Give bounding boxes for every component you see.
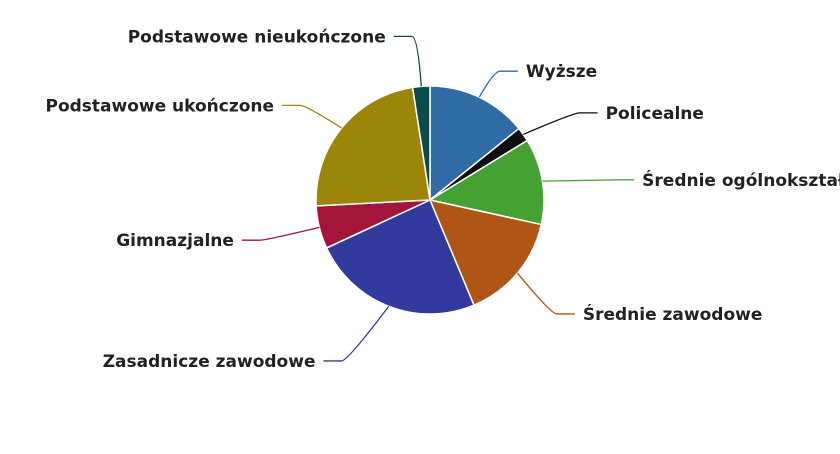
pie-slice[interactable] xyxy=(315,86,431,207)
leader-line xyxy=(241,226,320,241)
leader-line xyxy=(516,272,575,315)
leader-line xyxy=(323,305,390,362)
slice-label: Średnie zawodowe xyxy=(583,303,763,325)
leader-line xyxy=(522,112,598,136)
slice-label: Podstawowe nieukończone xyxy=(128,27,386,47)
leader-line xyxy=(393,35,422,87)
slice-label: Podstawowe ukończone xyxy=(45,96,274,116)
leader-lines-group xyxy=(241,35,635,362)
leader-line xyxy=(478,70,518,98)
slice-label: Gimnazjalne xyxy=(116,231,234,251)
pie-slice[interactable] xyxy=(325,198,475,315)
slice-label: Wyższe xyxy=(526,62,597,82)
slices-group xyxy=(315,85,545,315)
leader-line xyxy=(542,179,635,182)
labels-group: Wyższe Policealne Średnie ogólnokształcące… xyxy=(45,27,840,372)
slice-label: Policealne xyxy=(606,104,704,124)
slice-label: Zasadnicze zawodowe xyxy=(103,352,316,372)
pie-slice[interactable] xyxy=(428,198,543,307)
leader-line xyxy=(282,104,342,129)
slice-label: Średnie ogólnokształcące xyxy=(642,169,840,191)
